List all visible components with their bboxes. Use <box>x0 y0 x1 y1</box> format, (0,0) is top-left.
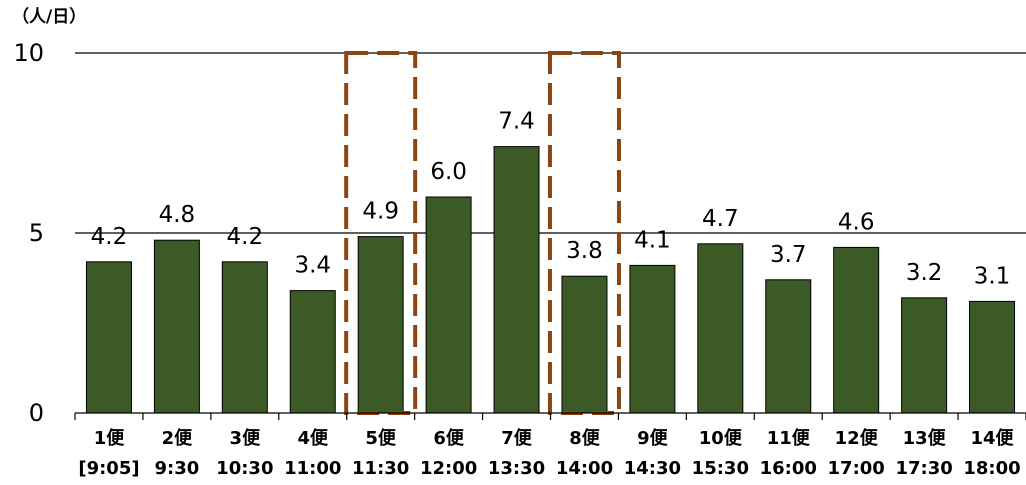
x-time-label: 16:00 <box>760 458 817 479</box>
x-time-label: 10:30 <box>216 458 273 479</box>
x-time-label: 11:00 <box>284 458 341 479</box>
data-label: 4.1 <box>634 227 671 253</box>
data-label: 4.6 <box>838 209 875 235</box>
bar <box>833 246 880 414</box>
bar <box>561 275 608 414</box>
highlight-boxes <box>344 51 621 415</box>
x-category-label: 6便 <box>433 427 465 449</box>
data-label: 4.2 <box>91 224 128 250</box>
bar <box>153 239 200 414</box>
bar <box>901 297 948 414</box>
bar <box>221 261 268 414</box>
x-time-label: [9:05] <box>78 458 139 479</box>
x-category-label: 1便 <box>94 427 126 449</box>
data-label: 6.0 <box>430 159 467 185</box>
bar <box>85 261 132 414</box>
data-label: 7.4 <box>498 109 535 135</box>
x-category-label: 11便 <box>767 427 811 449</box>
x-category-label: 8便 <box>569 427 601 449</box>
bar <box>969 300 1016 414</box>
data-label: 4.7 <box>702 206 739 232</box>
data-label: 4.9 <box>362 199 399 225</box>
x-category-label: 5便 <box>365 427 397 449</box>
x-category-label: 3便 <box>230 427 262 449</box>
x-category-label: 13便 <box>903 427 947 449</box>
x-time-label: 12:00 <box>420 458 477 479</box>
data-label: 4.8 <box>159 202 196 228</box>
bar <box>629 264 676 414</box>
bar <box>697 243 744 414</box>
x-time-label: 9:30 <box>155 458 200 479</box>
data-label: 4.2 <box>227 224 264 250</box>
y-axis-unit-label: （人/日） <box>12 6 86 27</box>
x-time-label: 13:30 <box>488 458 545 479</box>
x-time-label: 14:30 <box>624 458 681 479</box>
x-time-label: 11:30 <box>352 458 409 479</box>
x-category-label: 12便 <box>835 427 879 449</box>
data-label: 3.2 <box>906 260 943 286</box>
bars <box>85 146 1016 414</box>
x-category-label: 7便 <box>501 427 533 449</box>
x-time-label: 18:00 <box>963 458 1020 479</box>
x-category-label: 14便 <box>971 427 1015 449</box>
highlight-box <box>344 51 418 415</box>
y-tick-label: 5 <box>29 219 44 247</box>
data-label: 3.8 <box>566 238 603 264</box>
data-label: 3.4 <box>294 253 331 279</box>
x-axis-labels: 1便 [9:05] 2便 9:30 3便 10:30 4便 11:00 5便 11:30 6便 12:… <box>78 427 1020 479</box>
x-time-label: 17:00 <box>828 458 885 479</box>
data-label: 3.7 <box>770 242 807 268</box>
x-category-label: 4便 <box>297 427 329 449</box>
x-time-label: 17:30 <box>895 458 952 479</box>
y-tick-label: 10 <box>13 39 44 67</box>
data-labels: 4.2 4.8 4.2 3.4 4.9 6.0 7.4 3.8 4.1 4.7 3.7 4.6 3.2 3… <box>91 109 1011 290</box>
bar <box>425 196 472 414</box>
x-category-label: 10便 <box>699 427 743 449</box>
gridlines <box>75 52 1026 234</box>
x-time-label: 15:30 <box>692 458 749 479</box>
highlight-box <box>547 51 621 415</box>
x-category-label: 2便 <box>162 427 194 449</box>
bar <box>289 290 336 414</box>
y-tick-label: 0 <box>29 399 44 427</box>
x-time-label: 14:00 <box>556 458 613 479</box>
x-axis <box>74 412 1026 420</box>
bar <box>493 146 540 414</box>
x-category-label: 9便 <box>637 427 669 449</box>
y-axis-ticks: 0 5 10 <box>13 39 44 427</box>
bar <box>357 236 404 414</box>
data-label: 3.1 <box>974 263 1011 289</box>
bar <box>765 279 812 414</box>
